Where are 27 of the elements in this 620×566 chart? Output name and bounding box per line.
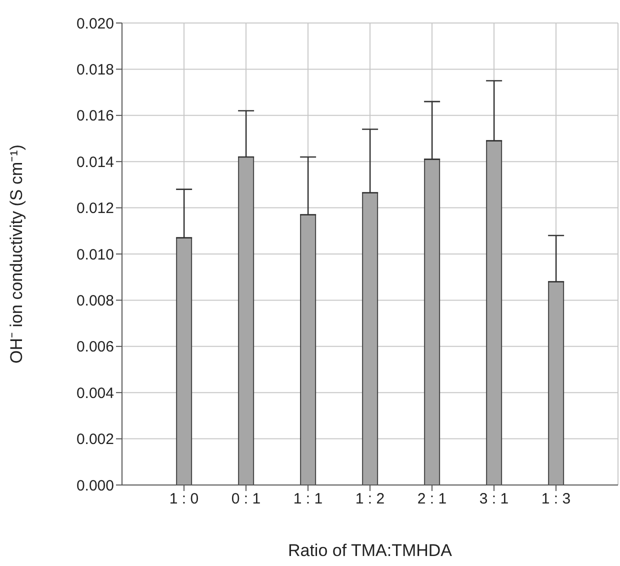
bar [362,192,378,485]
bar [486,140,502,485]
y-tick-label: 0.004 [76,384,114,402]
y-tick-label: 0.010 [76,246,114,264]
y-tick-label: 0.016 [76,108,114,125]
x-tick-label: 2 : 1 [417,490,447,508]
bar [300,214,316,485]
x-tick-label: 1 : 2 [355,490,385,508]
x-tick-label: 1 : 0 [169,490,199,508]
y-tick-label: 0.006 [76,338,114,356]
y-tick-label: 0.020 [76,15,114,32]
x-tick-label: 1 : 3 [541,490,571,508]
y-axis-title: OH⁻ ion conductivity (S cm⁻¹) [7,144,26,364]
bar [424,158,440,485]
x-tick-label: 1 : 1 [293,490,323,508]
y-tick-label: 0.000 [76,477,114,494]
x-axis-title: Ratio of TMA:TMHDA [288,541,453,560]
y-tick-label: 0.008 [76,292,114,310]
y-tick-label: 0.018 [76,62,114,79]
y-tick-label: 0.014 [76,154,114,171]
bar [238,156,254,485]
x-tick-label: 3 : 1 [479,490,509,508]
y-tick-label: 0.002 [76,431,114,448]
bar [548,281,564,485]
x-tick-label: 0 : 1 [231,490,261,508]
bar [176,237,192,485]
y-tick-label: 0.012 [76,200,114,218]
